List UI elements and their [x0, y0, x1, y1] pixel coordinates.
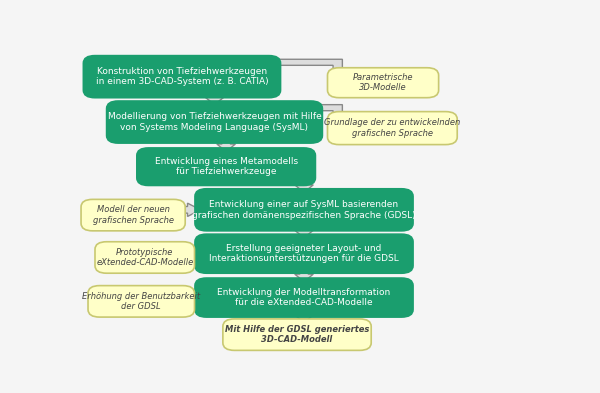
Text: Mit Hilfe der GDSL generiertes
3D-CAD-Modell: Mit Hilfe der GDSL generiertes 3D-CAD-Mo… — [225, 325, 369, 344]
FancyBboxPatch shape — [195, 278, 413, 317]
Polygon shape — [205, 97, 224, 106]
FancyBboxPatch shape — [195, 234, 413, 273]
FancyBboxPatch shape — [328, 112, 457, 145]
Text: Erstellung geeigneter Layout- und
Interaktionsunterstützungen für die GDSL: Erstellung geeigneter Layout- und Intera… — [209, 244, 399, 263]
Polygon shape — [217, 140, 235, 152]
FancyBboxPatch shape — [88, 286, 194, 317]
Polygon shape — [205, 94, 224, 105]
FancyBboxPatch shape — [137, 148, 316, 185]
Polygon shape — [295, 270, 313, 282]
Text: Entwicklung der Modelltransformation
für die eXtended-CAD-Modelle: Entwicklung der Modelltransformation für… — [217, 288, 391, 307]
FancyBboxPatch shape — [223, 319, 371, 351]
Text: Parametrische
3D-Modelle: Parametrische 3D-Modelle — [353, 73, 413, 92]
Polygon shape — [167, 203, 200, 226]
Text: Grundlage der zu entwickelnden
grafischen Sprache: Grundlage der zu entwickelnden grafische… — [324, 118, 460, 138]
Text: Erhöhung der Benutzbarkeit
der GDSL: Erhöhung der Benutzbarkeit der GDSL — [82, 292, 200, 311]
Text: Prototypische
eXtended-CAD-Modelle: Prototypische eXtended-CAD-Modelle — [96, 248, 193, 267]
FancyBboxPatch shape — [195, 189, 413, 231]
FancyBboxPatch shape — [328, 68, 439, 98]
Polygon shape — [295, 314, 313, 323]
Polygon shape — [266, 59, 345, 83]
Text: Modell der neuen
grafischen Sprache: Modell der neuen grafischen Sprache — [92, 206, 173, 225]
Polygon shape — [177, 247, 200, 268]
Polygon shape — [295, 182, 313, 193]
Text: Entwicklung eines Metamodells
für Tiefziehwerkzeuge: Entwicklung eines Metamodells für Tiefzi… — [155, 157, 298, 176]
Polygon shape — [295, 227, 313, 238]
FancyBboxPatch shape — [95, 242, 194, 273]
Text: Modellierung von Tiefziehwerkzeugen mit Hilfe
von Systems Modeling Language (Sys: Modellierung von Tiefziehwerkzeugen mit … — [107, 112, 322, 132]
Text: Entwicklung einer auf SysML basierenden
grafischen domänenspezifischen Sprache (: Entwicklung einer auf SysML basierenden … — [192, 200, 416, 220]
FancyBboxPatch shape — [81, 199, 185, 231]
FancyBboxPatch shape — [107, 101, 322, 143]
Polygon shape — [177, 291, 200, 312]
FancyBboxPatch shape — [83, 56, 281, 98]
Polygon shape — [308, 105, 345, 128]
Text: Konstruktion von Tiefziehwerkzeugen
in einem 3D-CAD-System (z. B. CATIA): Konstruktion von Tiefziehwerkzeugen in e… — [95, 67, 268, 86]
